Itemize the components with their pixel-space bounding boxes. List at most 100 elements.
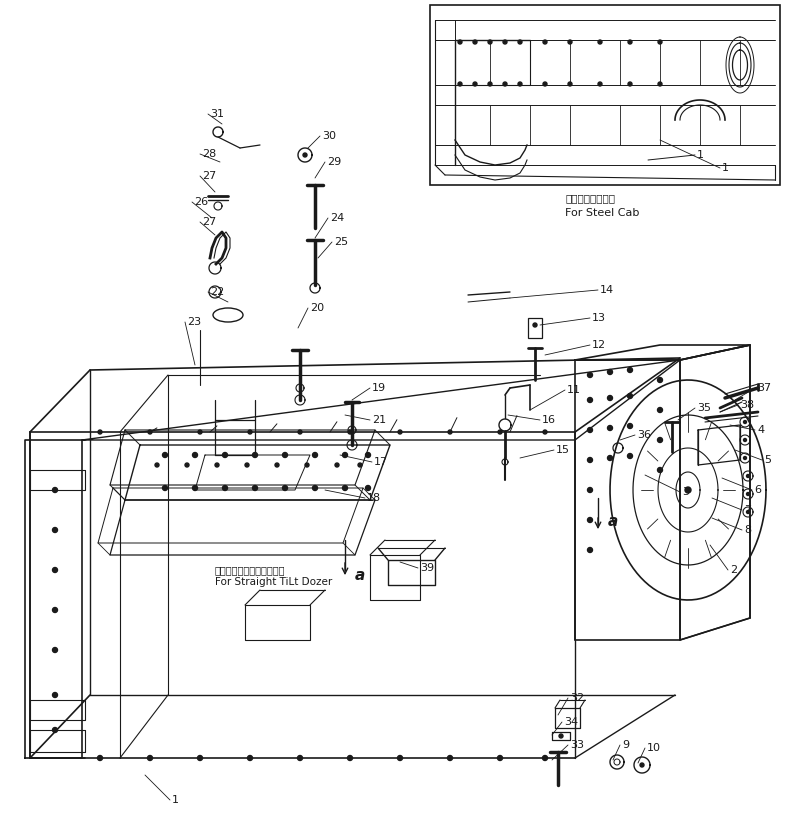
Polygon shape (248, 430, 252, 434)
Polygon shape (448, 430, 452, 434)
Polygon shape (533, 323, 537, 327)
Text: 29: 29 (327, 157, 341, 167)
Polygon shape (568, 40, 572, 44)
Polygon shape (222, 485, 228, 490)
Polygon shape (685, 487, 691, 493)
Text: 1: 1 (697, 150, 704, 160)
Polygon shape (312, 453, 317, 458)
Polygon shape (245, 463, 249, 467)
Polygon shape (658, 82, 662, 86)
Polygon shape (447, 756, 452, 761)
Polygon shape (598, 82, 602, 86)
Polygon shape (348, 756, 352, 761)
Polygon shape (628, 82, 632, 86)
Polygon shape (627, 424, 633, 429)
Polygon shape (348, 430, 352, 434)
Text: 30: 30 (322, 131, 336, 141)
Text: 20: 20 (310, 303, 324, 313)
Polygon shape (498, 430, 502, 434)
Polygon shape (543, 82, 547, 86)
Polygon shape (312, 485, 317, 490)
Polygon shape (162, 485, 167, 490)
Polygon shape (247, 756, 253, 761)
Text: 26: 26 (194, 197, 208, 207)
Bar (430, 5, 780, 185)
Text: スチールキャブ用: スチールキャブ用 (565, 193, 615, 203)
Text: 31: 31 (210, 109, 224, 119)
Polygon shape (640, 763, 644, 767)
Polygon shape (627, 454, 633, 459)
Text: 14: 14 (600, 285, 614, 295)
Polygon shape (358, 463, 362, 467)
Text: 1: 1 (172, 795, 179, 805)
Text: 39: 39 (420, 563, 434, 573)
Text: 6: 6 (754, 485, 761, 495)
Text: 5: 5 (764, 455, 771, 465)
Text: 37: 37 (757, 383, 771, 393)
Polygon shape (608, 395, 612, 400)
Polygon shape (192, 485, 198, 490)
Polygon shape (568, 82, 572, 86)
Polygon shape (587, 428, 593, 433)
Text: 21: 21 (372, 415, 386, 425)
Polygon shape (628, 40, 632, 44)
Polygon shape (97, 756, 103, 761)
Text: 28: 28 (202, 149, 216, 159)
Polygon shape (503, 82, 507, 86)
Text: 2: 2 (730, 565, 737, 575)
Text: 38: 38 (740, 400, 754, 410)
Text: 24: 24 (330, 213, 345, 223)
Polygon shape (275, 463, 279, 467)
Bar (528, 318, 542, 338)
Polygon shape (283, 453, 287, 458)
Polygon shape (53, 607, 57, 612)
Polygon shape (185, 463, 189, 467)
Polygon shape (148, 756, 152, 761)
Polygon shape (148, 430, 152, 434)
Polygon shape (598, 40, 602, 44)
Text: 1: 1 (722, 163, 729, 173)
Text: 27: 27 (202, 217, 216, 227)
Text: For Steel Cab: For Steel Cab (565, 208, 639, 218)
Polygon shape (53, 527, 57, 532)
Polygon shape (503, 40, 507, 44)
Polygon shape (198, 756, 203, 761)
Text: a: a (608, 515, 619, 530)
Polygon shape (342, 453, 348, 458)
Polygon shape (53, 567, 57, 572)
Polygon shape (587, 518, 593, 522)
Polygon shape (305, 463, 309, 467)
Polygon shape (253, 453, 257, 458)
Polygon shape (658, 468, 663, 473)
Polygon shape (198, 430, 202, 434)
Text: For Straight TiLt Dozer: For Straight TiLt Dozer (215, 577, 332, 587)
Polygon shape (162, 453, 167, 458)
Text: 13: 13 (592, 313, 606, 323)
Polygon shape (397, 756, 403, 761)
Text: 12: 12 (592, 340, 606, 350)
Text: 33: 33 (570, 740, 584, 750)
Polygon shape (253, 485, 257, 490)
Polygon shape (53, 727, 57, 732)
Polygon shape (398, 430, 402, 434)
Polygon shape (658, 40, 662, 44)
Polygon shape (53, 647, 57, 652)
Polygon shape (658, 378, 663, 383)
Text: 16: 16 (542, 415, 556, 425)
Polygon shape (559, 734, 563, 738)
Polygon shape (518, 40, 522, 44)
Text: 3: 3 (682, 487, 689, 497)
Text: 23: 23 (187, 317, 201, 327)
Polygon shape (587, 398, 593, 403)
Text: 8: 8 (744, 525, 751, 535)
Polygon shape (366, 485, 371, 490)
Polygon shape (658, 438, 663, 443)
Text: 36: 36 (637, 430, 651, 440)
Polygon shape (498, 756, 502, 761)
Polygon shape (608, 369, 612, 374)
Polygon shape (303, 153, 307, 157)
Polygon shape (473, 40, 477, 44)
Polygon shape (53, 488, 57, 493)
Text: 9: 9 (622, 740, 629, 750)
Polygon shape (215, 463, 219, 467)
